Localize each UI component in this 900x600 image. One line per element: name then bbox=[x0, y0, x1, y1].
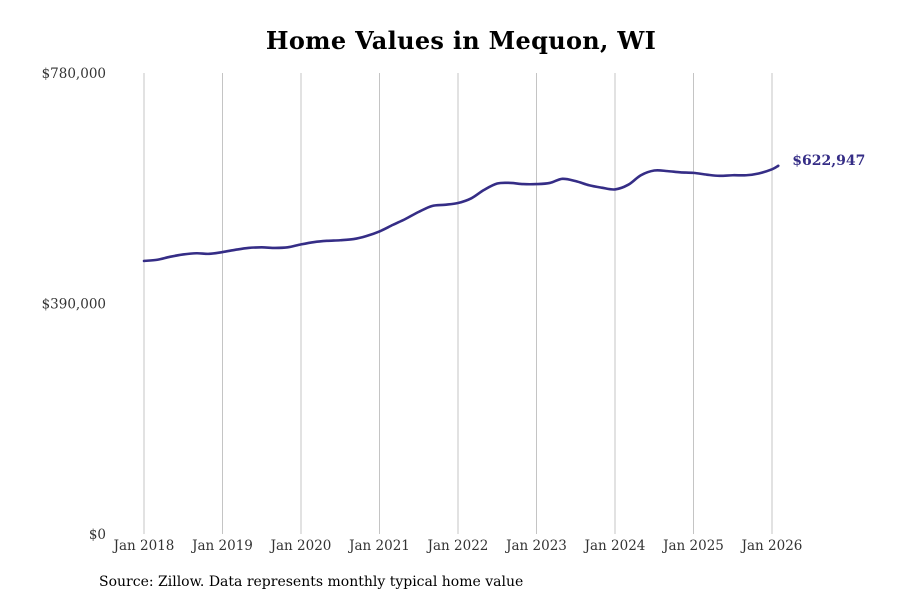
source-note: Source: Zillow. Data represents monthly … bbox=[99, 574, 524, 590]
y-tick-label: $780,000 bbox=[42, 66, 106, 82]
x-tick-label: Jan 2020 bbox=[269, 538, 332, 554]
x-tick-label: Jan 2019 bbox=[190, 538, 253, 554]
x-tick-label: Jan 2022 bbox=[426, 538, 489, 554]
x-tick-label: Jan 2025 bbox=[661, 538, 724, 554]
x-tick-label: Jan 2018 bbox=[112, 538, 175, 554]
x-tick-label: Jan 2024 bbox=[583, 538, 646, 554]
chart-title: Home Values in Mequon, WI bbox=[265, 26, 657, 55]
x-tick-label: Jan 2021 bbox=[347, 538, 410, 554]
x-tick-label: Jan 2026 bbox=[740, 538, 803, 554]
series-line bbox=[142, 164, 780, 263]
y-tick-label: $390,000 bbox=[42, 297, 106, 313]
x-tick-label: Jan 2023 bbox=[504, 538, 567, 554]
end-value-label: $622,947 bbox=[792, 153, 865, 169]
y-tick-label: $0 bbox=[89, 527, 106, 543]
